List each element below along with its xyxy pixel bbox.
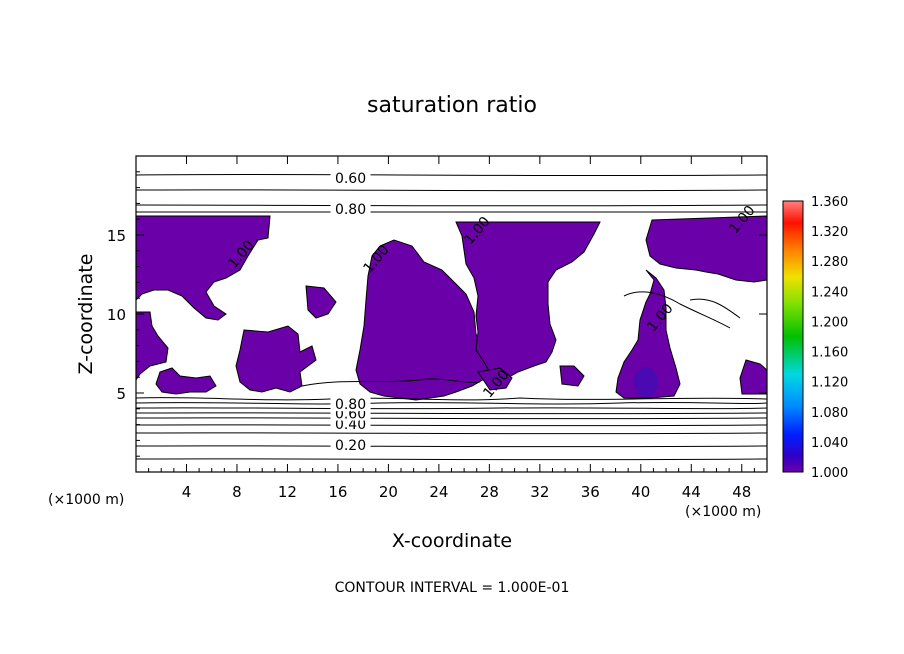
colorbar-label: 1.000 bbox=[811, 466, 848, 481]
x-tick-label: 28 bbox=[480, 483, 499, 501]
colorbar-label: 1.080 bbox=[811, 406, 848, 421]
region-center-east bbox=[455, 221, 601, 381]
contour-line-0.7-lower bbox=[136, 407, 767, 410]
x-tick-label: 44 bbox=[682, 483, 701, 501]
region-west-blob bbox=[155, 367, 217, 395]
region-small-3 bbox=[559, 365, 585, 387]
colorbar-label: 1.240 bbox=[811, 285, 848, 300]
x-tick-label: 40 bbox=[631, 483, 650, 501]
contour-label: 0.80 bbox=[335, 202, 366, 218]
region-east bbox=[645, 215, 767, 283]
contour-line-0.1 bbox=[136, 458, 767, 461]
contour-label: 0.60 bbox=[335, 171, 366, 187]
y-tick-label: 15 bbox=[107, 227, 126, 245]
contour-label: 0.80 bbox=[335, 397, 366, 413]
contour-noise-1 bbox=[301, 378, 481, 387]
contour-noise-2 bbox=[623, 291, 731, 329]
x-tick-label: 8 bbox=[232, 483, 242, 501]
colorbar-label: 1.120 bbox=[811, 376, 848, 391]
contour-label-bg bbox=[330, 436, 371, 453]
x-tick-label: 16 bbox=[328, 483, 347, 501]
x-tick-label: 12 bbox=[278, 483, 297, 501]
supersaturated-regions bbox=[136, 215, 767, 401]
contour-label-bg bbox=[330, 395, 371, 412]
y-tick-label: 5 bbox=[116, 385, 126, 403]
contour-label: 0.40 bbox=[335, 417, 366, 433]
colorbar bbox=[782, 200, 804, 473]
region-east-lower bbox=[739, 359, 767, 395]
contour-line-0.9-lower bbox=[136, 397, 767, 401]
colorbar-label: 1.320 bbox=[811, 225, 848, 240]
contour-line-0.6-upper bbox=[136, 173, 767, 177]
x-axis-ticks: 4 8 12 16 20 24 28 32 36 40 44 48 bbox=[148, 156, 755, 501]
contour-line-0.2 bbox=[136, 445, 767, 448]
colorbar-label: 1.040 bbox=[811, 436, 848, 451]
chart-title: saturation ratio bbox=[367, 93, 537, 118]
region-small-2 bbox=[477, 367, 513, 391]
region-center-west bbox=[235, 325, 317, 393]
x-unit-right: (×1000 m) bbox=[685, 504, 761, 520]
x-tick-label: 4 bbox=[182, 483, 192, 501]
contour-line-0.9-upper bbox=[136, 211, 767, 213]
colorbar-label: 1.280 bbox=[811, 255, 848, 270]
x-unit-left: (×1000 m) bbox=[48, 492, 124, 508]
contour-line-0.8-lower bbox=[136, 401, 767, 405]
x-tick-label: 36 bbox=[581, 483, 600, 501]
contour-line-0.5 bbox=[136, 417, 767, 420]
contour-line-0.6-lower bbox=[136, 412, 767, 415]
colorbar-label: 1.360 bbox=[811, 195, 848, 210]
region-small-1 bbox=[305, 285, 337, 319]
y-axis-label: Z-coordinate bbox=[75, 254, 97, 375]
x-tick-label: 48 bbox=[732, 483, 751, 501]
y-axis-ticks: 5 10 15 bbox=[107, 171, 767, 457]
contour-label-bg bbox=[330, 169, 371, 186]
contour-line-0.7-upper bbox=[136, 189, 767, 192]
colorbar-label: 1.200 bbox=[811, 315, 848, 330]
contour-line-0.8-upper bbox=[136, 204, 767, 207]
x-tick-label: 32 bbox=[530, 483, 549, 501]
x-axis-label: X-coordinate bbox=[392, 530, 512, 552]
contour-label-bg bbox=[330, 199, 371, 216]
plot-area: 0.600.800.200.400.600.801.00 1.001.00 1.00… bbox=[136, 169, 767, 461]
contour-label: 0.20 bbox=[335, 438, 366, 454]
moist-core bbox=[634, 367, 658, 397]
contour-line-0.3 bbox=[136, 432, 767, 435]
region-west bbox=[136, 215, 271, 321]
region-east-col bbox=[615, 269, 681, 399]
contour-line-0.4 bbox=[136, 424, 767, 427]
contour-noise-3 bbox=[689, 298, 741, 319]
colorbar-label: 1.160 bbox=[811, 346, 848, 361]
region-west-lower bbox=[136, 311, 169, 381]
x-tick-label: 24 bbox=[429, 483, 448, 501]
y-tick-label: 10 bbox=[107, 306, 126, 324]
region-center bbox=[355, 239, 493, 401]
contour-lines bbox=[136, 173, 767, 461]
x-tick-label: 20 bbox=[379, 483, 398, 501]
colorbar-labels: 1.360 1.320 1.280 1.240 1.200 1.160 1.120 1.080… bbox=[811, 195, 848, 481]
contour-interval-note: CONTOUR INTERVAL = 1.000E-01 bbox=[335, 580, 570, 596]
